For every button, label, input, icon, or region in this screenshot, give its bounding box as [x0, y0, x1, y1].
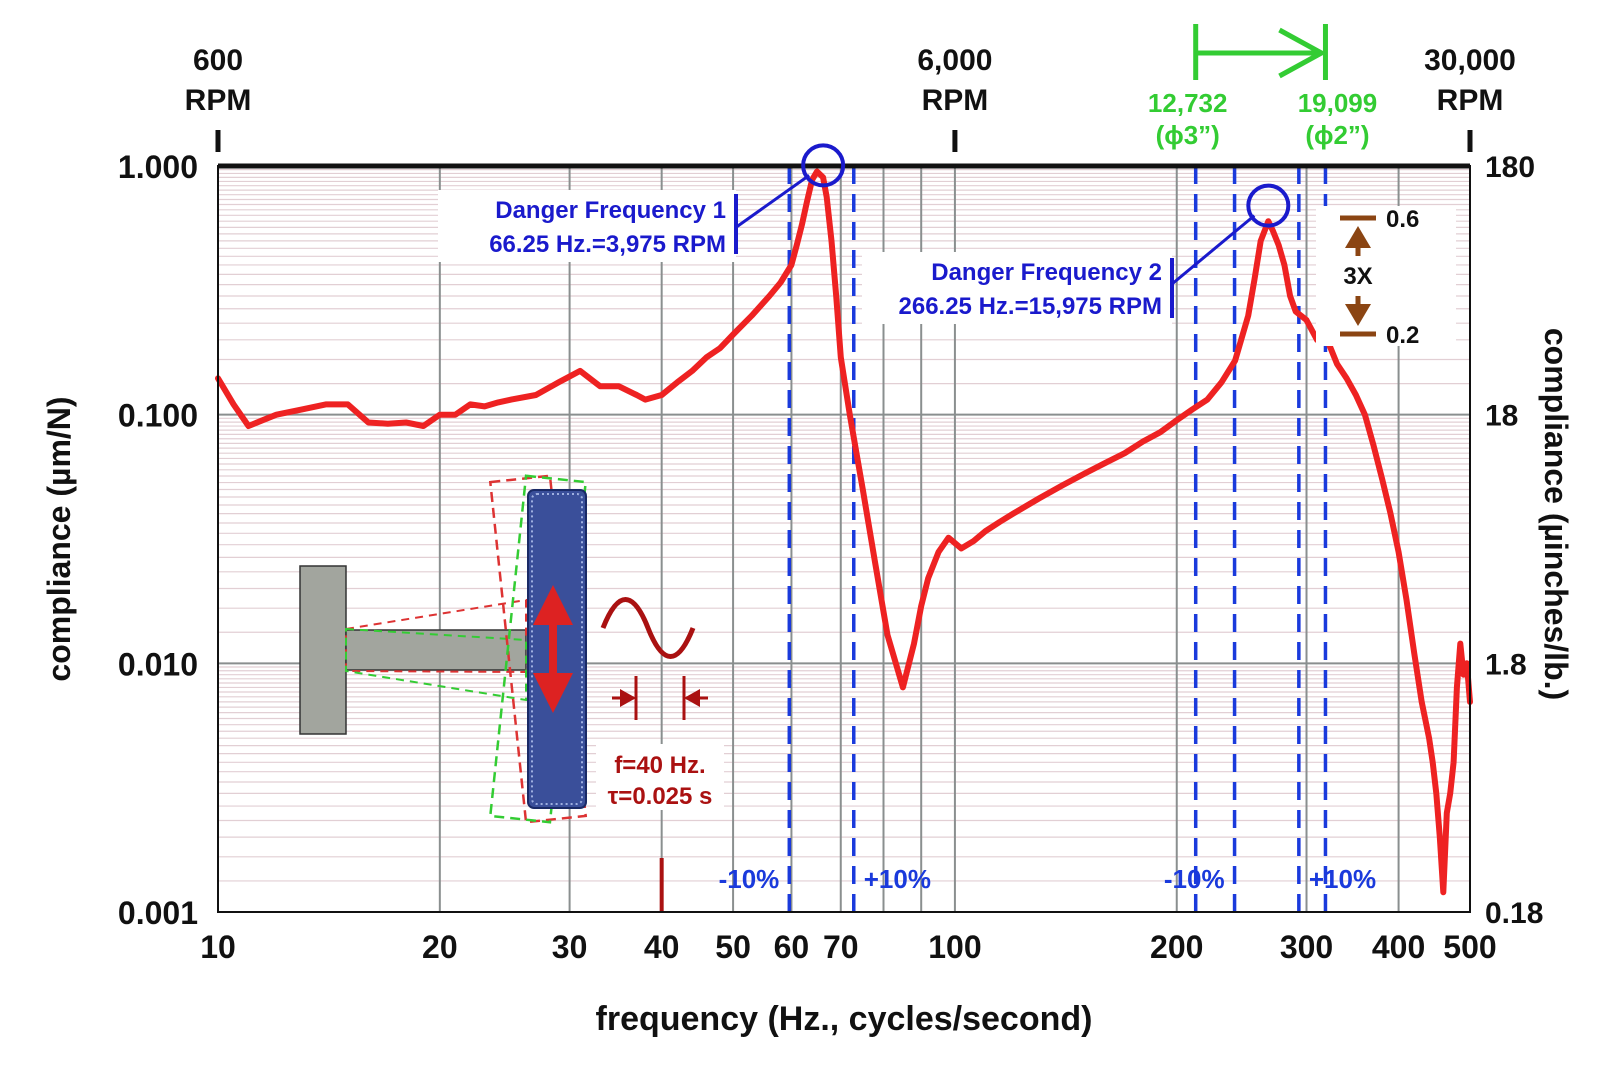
danger-frequency-title: Danger Frequency 1 [495, 197, 726, 224]
x-tick-label: 40 [644, 929, 680, 965]
excitation-label-bg [596, 744, 724, 810]
speed-range-end-label: 19,099 [1298, 88, 1378, 118]
wall-block [299, 565, 347, 735]
excitation-period-label: τ=0.025 s [608, 783, 713, 810]
y-right-tick-label: 18 [1485, 400, 1518, 433]
y-tick-label: 0.100 [118, 398, 198, 434]
speed-range-start-diameter: (ϕ3”) [1156, 120, 1220, 150]
vibration-arrow-head-up [533, 585, 573, 625]
speed-range-end-diameter: (ϕ2”) [1305, 120, 1369, 150]
y-right-tick-label: 0.18 [1485, 897, 1543, 930]
series-line [215, 168, 1473, 896]
x-tick-label: 60 [774, 929, 810, 965]
x-tick-label: 500 [1443, 929, 1496, 965]
x-tick-label: 200 [1150, 929, 1203, 965]
band-label: -10% [1164, 864, 1225, 894]
danger-label-bg [438, 190, 736, 262]
danger-frequency-value: 66.25 Hz.=3,975 RPM [489, 231, 726, 258]
x-tick-label: 10 [200, 929, 236, 965]
y-axis-label: compliance (µm/N) [41, 396, 77, 681]
top-axis-unit: RPM [185, 84, 252, 117]
danger-frequency-title: Danger Frequency 2 [931, 259, 1162, 286]
top-axis-label: 30,000 [1424, 44, 1516, 77]
excitation-frequency-label: f=40 Hz. [614, 752, 705, 779]
danger-frequency-value: 266.25 Hz.=15,975 RPM [899, 293, 1163, 320]
ratio-multiplier: 3X [1343, 263, 1372, 290]
top-axis-unit: RPM [922, 84, 989, 117]
x-tick-label: 70 [823, 929, 859, 965]
vibration-arrow-head-down [533, 673, 573, 713]
danger-label-bg [862, 252, 1172, 324]
cantilever-beam [345, 629, 527, 671]
sine-wave-icon [600, 597, 696, 659]
top-axis-label: 6,000 [917, 44, 992, 77]
band-label: -10% [719, 864, 780, 894]
danger-circle [801, 143, 846, 188]
danger-leader-line [734, 174, 811, 230]
ratio-label-bg [1316, 206, 1456, 346]
beam-deflection-down [345, 627, 527, 702]
y-right-tick-label: 1.8 [1485, 648, 1527, 681]
band-label: +10% [1309, 864, 1376, 894]
ratio-bottom-value: 0.2 [1386, 322, 1419, 349]
top-axis-unit: RPM [1437, 84, 1504, 117]
y-tick-label: 0.001 [118, 895, 198, 931]
cantilever-illustration [299, 474, 724, 912]
y-tick-label: 0.010 [118, 646, 198, 682]
period-arrow-right-head [684, 689, 700, 707]
ratio-arrow-up [1345, 226, 1371, 248]
danger-circle [1246, 183, 1291, 228]
x-tick-label: 400 [1372, 929, 1425, 965]
x-tick-label: 30 [552, 929, 588, 965]
speed-range-start-label: 12,732 [1148, 88, 1228, 118]
x-tick-label: 300 [1280, 929, 1333, 965]
top-axis-label: 600 [193, 44, 243, 77]
speed-range-arrow-head [1278, 27, 1327, 79]
band-label: +10% [864, 864, 931, 894]
x-tick-label: 50 [715, 929, 751, 965]
period-arrow-left-head [620, 689, 636, 707]
grid [218, 165, 1470, 913]
ratio-top-value: 0.6 [1386, 206, 1419, 233]
tool-mass-texture [531, 493, 583, 805]
plot-frame [217, 165, 1471, 913]
x-tick-label: 20 [422, 929, 458, 965]
x-axis-label: frequency (Hz., cycles/second) [596, 1000, 1093, 1038]
y-right-tick-label: 180 [1485, 151, 1535, 184]
x-tick-label: 100 [928, 929, 981, 965]
ratio-arrow-down [1345, 304, 1371, 326]
annotations: -10% +10% -10% +10%f=40 Hz.τ=0.025 s12,732(… [438, 24, 1456, 894]
y-tick-label: 1.000 [118, 149, 198, 185]
frequency-band-lines [787, 166, 1328, 912]
y-axis-label-right: compliance (µinches/lb.) [1538, 328, 1574, 700]
danger-leader-line [1171, 214, 1256, 286]
